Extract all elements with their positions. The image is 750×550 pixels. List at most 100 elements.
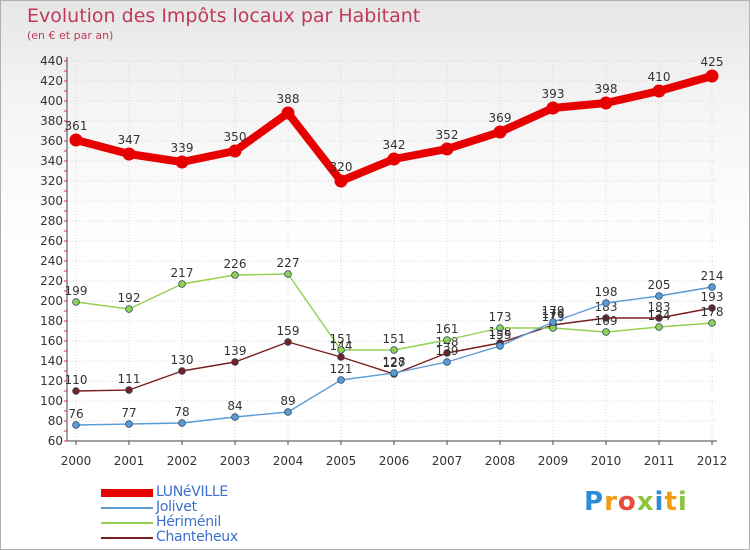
data-point (440, 142, 454, 156)
x-tick-label: 2003 (220, 454, 251, 468)
legend-item: Chanteheux (101, 529, 321, 545)
legend-label: Hériménil (156, 514, 221, 530)
data-point (655, 323, 663, 331)
data-point (493, 125, 507, 139)
data-label: 339 (171, 141, 194, 155)
x-tick-label: 2001 (114, 454, 145, 468)
y-tick-label: 340 (40, 154, 63, 168)
data-label: 139 (436, 344, 459, 358)
data-point (228, 144, 242, 158)
data-point (125, 305, 133, 313)
data-label: 342 (383, 138, 406, 152)
data-point (69, 133, 83, 147)
data-point (387, 152, 401, 166)
data-point (443, 358, 451, 366)
x-tick-label: 2005 (326, 454, 357, 468)
data-label: 159 (277, 324, 300, 338)
data-point (122, 147, 136, 161)
y-tick-label: 180 (40, 314, 63, 328)
data-point (705, 69, 719, 83)
y-tick-label: 320 (40, 174, 63, 188)
data-label: 347 (118, 133, 141, 147)
data-label: 111 (118, 372, 141, 386)
y-tick-label: 220 (40, 274, 63, 288)
data-point (708, 319, 716, 327)
data-point (443, 349, 451, 357)
data-point (546, 101, 560, 115)
y-tick-label: 100 (40, 394, 63, 408)
data-label: 350 (224, 130, 247, 144)
data-label: 183 (648, 300, 671, 314)
data-label: 214 (701, 269, 724, 283)
data-point (284, 338, 292, 346)
data-label: 161 (436, 322, 459, 336)
legend-item: LUNéVILLE (101, 484, 321, 500)
data-label: 78 (174, 405, 189, 419)
data-label: 352 (436, 128, 459, 142)
data-point (72, 421, 80, 429)
legend: LUNéVILLE Jolivet Hériménil Chanteheux (101, 484, 321, 545)
logo-letter: i (654, 487, 665, 517)
data-label: 393 (542, 87, 565, 101)
x-tick-label: 2004 (273, 454, 304, 468)
proxiti-logo: Proxiti (584, 487, 688, 517)
data-label: 128 (383, 355, 406, 369)
data-point (602, 328, 610, 336)
logo-letter: P (584, 487, 605, 517)
legend-label: Chanteheux (156, 529, 238, 545)
data-point (549, 318, 557, 326)
data-point (231, 271, 239, 279)
legend-label: LUNéVILLE (156, 484, 228, 500)
legend-swatch (101, 489, 153, 497)
x-tick-label: 2009 (538, 454, 569, 468)
data-point (72, 298, 80, 306)
data-point (178, 280, 186, 288)
logo-letter: i (677, 487, 688, 517)
data-point (496, 324, 504, 332)
data-label: 193 (701, 290, 724, 304)
data-label: 425 (701, 55, 724, 69)
data-label: 89 (280, 394, 295, 408)
data-label: 369 (489, 111, 512, 125)
data-point (175, 155, 189, 169)
data-point (178, 367, 186, 375)
x-tick-label: 2007 (432, 454, 463, 468)
y-tick-label: 60 (48, 434, 63, 448)
data-label: 77 (121, 406, 136, 420)
x-tick-label: 2000 (61, 454, 92, 468)
data-label: 361 (65, 119, 88, 133)
x-tick-label: 2011 (644, 454, 675, 468)
y-tick-label: 400 (40, 94, 63, 108)
y-tick-label: 300 (40, 194, 63, 208)
x-tick-label: 2002 (167, 454, 198, 468)
data-label: 127 (383, 356, 406, 370)
y-tick-label: 420 (40, 74, 63, 88)
logo-letter: t (664, 487, 678, 517)
data-label: 176 (542, 307, 565, 321)
data-point (337, 353, 345, 361)
data-point (125, 386, 133, 394)
x-tick-label: 2006 (379, 454, 410, 468)
data-label: 398 (595, 82, 618, 96)
data-label: 198 (595, 285, 618, 299)
data-label: 121 (330, 362, 353, 376)
data-label: 173 (489, 310, 512, 324)
data-label: 169 (595, 314, 618, 328)
legend-item: Jolivet (101, 499, 321, 515)
data-label: 130 (171, 353, 194, 367)
data-point (390, 369, 398, 377)
data-label: 388 (277, 92, 300, 106)
data-label: 226 (224, 257, 247, 271)
data-point (284, 270, 292, 278)
data-point (178, 419, 186, 427)
data-point (281, 106, 295, 120)
data-label: 183 (595, 300, 618, 314)
data-point (655, 292, 663, 300)
data-point (284, 408, 292, 416)
data-point (231, 358, 239, 366)
y-tick-label: 120 (40, 374, 63, 388)
y-tick-label: 280 (40, 214, 63, 228)
data-label: 320 (330, 160, 353, 174)
data-label: 179 (542, 304, 565, 318)
